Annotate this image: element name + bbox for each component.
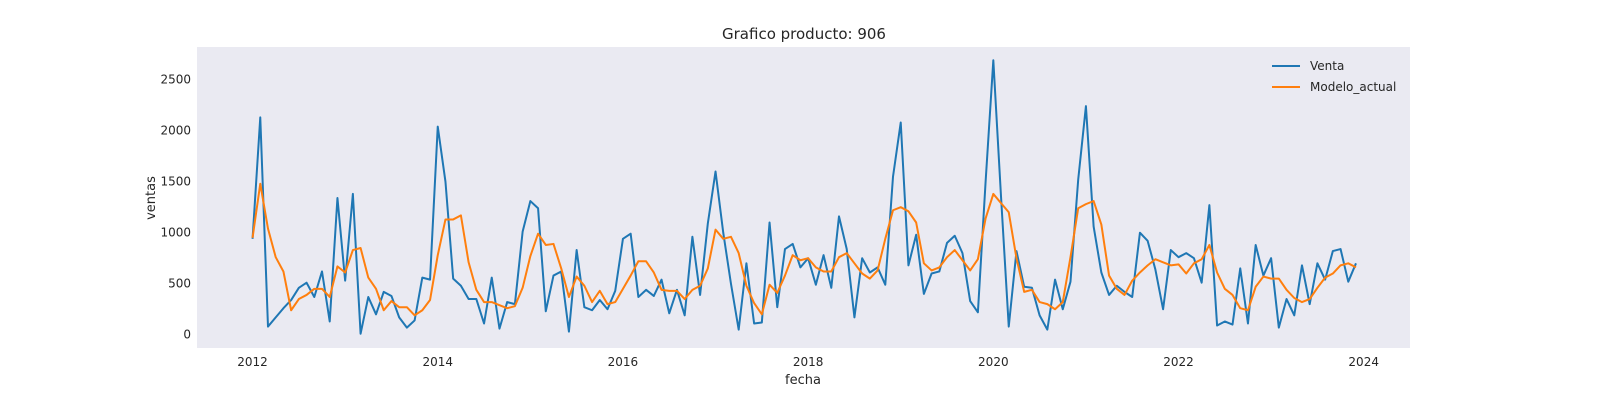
x-tick-label: 2022 bbox=[1163, 355, 1194, 369]
plot-area bbox=[197, 47, 1410, 348]
x-tick-label: 2012 bbox=[237, 355, 268, 369]
x-axis-label: fecha bbox=[785, 373, 821, 388]
x-tick-label: 2018 bbox=[793, 355, 824, 369]
legend: Venta Modelo_actual bbox=[1272, 59, 1396, 94]
x-tick-label: 2024 bbox=[1348, 355, 1379, 369]
x-tick-label: 2016 bbox=[608, 355, 639, 369]
y-tick-label: 1500 bbox=[160, 175, 191, 189]
legend-label: Modelo_actual bbox=[1310, 80, 1396, 94]
series-lines bbox=[251, 59, 1357, 335]
y-tick-label: 0 bbox=[183, 328, 191, 342]
series-line-modelo-actual bbox=[251, 182, 1357, 317]
y-tick-label: 500 bbox=[168, 277, 191, 291]
x-tick-label: 2014 bbox=[422, 355, 453, 369]
y-tick-label: 1000 bbox=[160, 226, 191, 240]
y-tick-label: 2000 bbox=[160, 124, 191, 138]
x-tick-label: 2020 bbox=[978, 355, 1009, 369]
series-line-venta bbox=[251, 59, 1357, 335]
axis-ticks: 2012 2014 2016 2018 2020 2022 2024 0 500 1000 1500… bbox=[160, 73, 1379, 369]
legend-label: Venta bbox=[1310, 59, 1344, 73]
chart-title: Grafico producto: 906 bbox=[722, 25, 886, 43]
y-tick-label: 2500 bbox=[160, 73, 191, 87]
y-axis-label: ventas bbox=[144, 176, 159, 220]
